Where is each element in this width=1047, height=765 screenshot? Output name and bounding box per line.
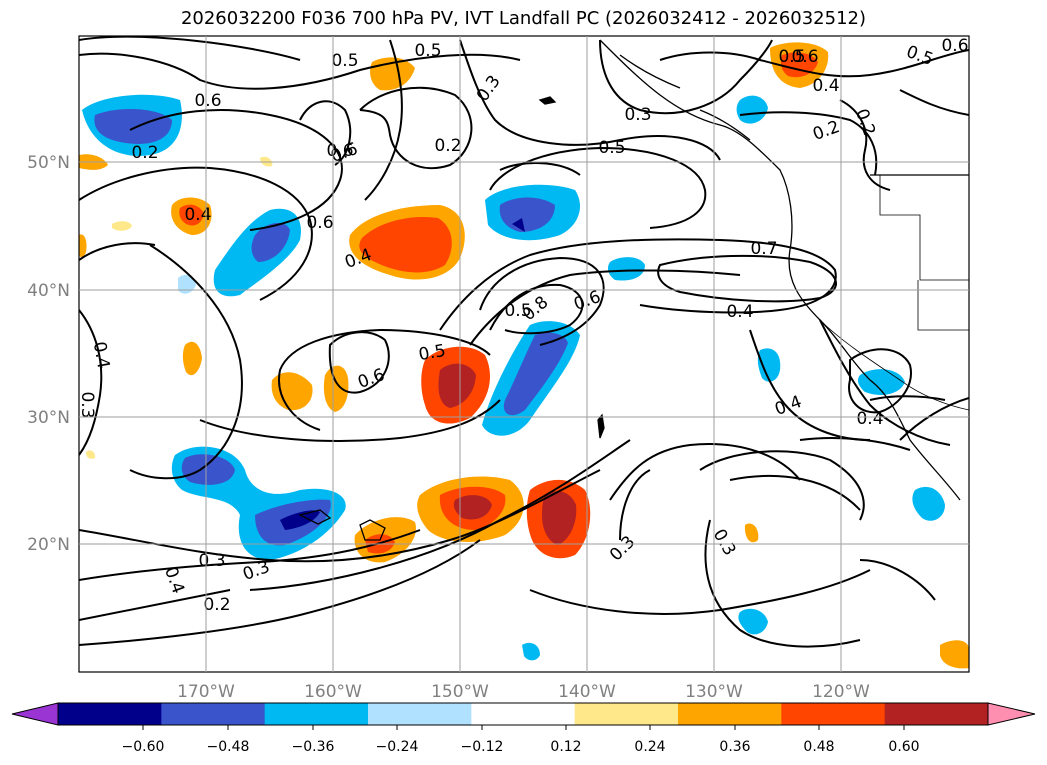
pos-blob — [179, 204, 204, 226]
lon-label: 140°W — [558, 682, 616, 702]
contour-label: 0.6 — [791, 47, 818, 67]
colorbar-swatch — [471, 703, 576, 725]
neg-blob — [738, 608, 768, 635]
colorbar: −0.60 −0.48 −0.36 −0.24 −0.12 0.12 0.24 0.36 0.4… — [11, 702, 1036, 755]
pos-blob — [359, 216, 452, 273]
pos-blob — [744, 523, 759, 543]
neg-blob — [607, 257, 645, 281]
colorbar-swatch — [264, 703, 369, 725]
neg-blob — [178, 274, 196, 294]
contour-label: 0.4 — [856, 409, 883, 429]
colorbar-tick-label: −0.24 — [376, 739, 419, 755]
contour-label: 0.6 — [326, 141, 353, 161]
lon-label: 130°W — [685, 682, 743, 702]
contour-label: 0.2 — [131, 143, 158, 163]
lon-label: 120°W — [812, 682, 870, 702]
neg-blob — [512, 218, 525, 232]
contour-label: 0.5 — [331, 51, 358, 71]
contour-label: 0.4 — [726, 302, 753, 322]
pos-blob — [453, 495, 492, 520]
contour-label: 0.6 — [941, 36, 968, 56]
lon-labels: 170°W 160°W 150°W 140°W 130°W 120°W — [177, 682, 870, 702]
neg-blob — [757, 348, 781, 382]
pos-blob — [271, 372, 313, 411]
colorbar-tick-label: −0.12 — [461, 739, 504, 755]
pos-blob — [86, 450, 96, 459]
neg-blob — [736, 95, 768, 124]
colorbar-swatch — [574, 703, 679, 725]
colorbar-extend-high — [987, 702, 1036, 726]
pos-blob — [323, 365, 349, 412]
colorbar-swatch — [781, 703, 886, 725]
colorbar-tick-label: 0.12 — [550, 739, 581, 755]
colorbar-tick-label: −0.48 — [207, 739, 250, 755]
neg-blob — [912, 486, 945, 521]
neg-blob — [280, 510, 320, 530]
neg-blob — [181, 454, 235, 485]
contour-label: 0.2 — [203, 595, 230, 615]
pv-contours — [79, 36, 969, 648]
lat-label: 30°N — [27, 408, 70, 428]
pos-blob — [182, 341, 202, 376]
contour-label: 0.3 — [624, 105, 651, 125]
map-title: 2026032200 F036 700 hPa PV, IVT Landfall… — [180, 8, 867, 29]
colorbar-tick-label: 0.60 — [888, 739, 919, 755]
contour-label: 0.5 — [414, 41, 441, 61]
contour-label: 0.5 — [598, 138, 625, 158]
colorbar-tick-label: −0.60 — [122, 739, 165, 755]
contour-label: 0.3 — [77, 391, 97, 418]
neg-blob — [522, 642, 540, 661]
contour-label: 0.6 — [306, 213, 333, 233]
lon-label: 160°W — [304, 682, 362, 702]
colorbar-tick-label: −0.36 — [292, 739, 335, 755]
shaded-anomalies — [79, 42, 969, 669]
colorbar-tick-label: 0.36 — [719, 739, 750, 755]
colorbar-swatch — [58, 703, 162, 725]
contour-label: 0.4 — [184, 205, 211, 225]
colorbar-swatch — [678, 703, 782, 725]
lat-label: 40°N — [27, 281, 70, 301]
contour-label: 0.3 — [198, 551, 225, 571]
contour-label: 0.4 — [812, 76, 839, 96]
lon-label: 150°W — [431, 682, 489, 702]
colorbar-tick-label: 0.24 — [634, 739, 665, 755]
pos-blob — [112, 221, 132, 231]
contour-label: 0.5 — [778, 47, 805, 67]
pos-blob — [940, 640, 969, 669]
neg-blob — [94, 108, 172, 144]
colorbar-swatch — [368, 703, 472, 725]
neg-blob — [503, 332, 568, 416]
lat-labels: 50°N 40°N 30°N 20°N — [27, 153, 70, 555]
contour-label: 0.7 — [750, 239, 777, 259]
lat-label: 50°N — [27, 153, 70, 173]
colorbar-extend-low — [11, 702, 59, 726]
colorbar-swatch — [884, 703, 989, 725]
lat-label: 20°N — [27, 535, 70, 555]
colorbar-tick-label: 0.48 — [803, 739, 834, 755]
contour-label: 0.2 — [434, 136, 461, 156]
contour-label: 0.6 — [194, 91, 221, 111]
colorbar-swatch — [161, 703, 266, 725]
graticule — [79, 36, 969, 672]
pos-blob — [79, 234, 87, 257]
pos-blob — [542, 491, 577, 545]
lon-label: 170°W — [177, 682, 235, 702]
contour-label: 0.4 — [89, 340, 113, 370]
contour-label: 0.5 — [417, 341, 447, 365]
pos-blob — [438, 363, 476, 408]
coastlines — [298, 39, 969, 541]
contour-label: 0.5 — [504, 301, 531, 321]
colorbar-outline — [57, 702, 989, 726]
map-border — [78, 35, 970, 673]
neg-blob — [251, 222, 290, 262]
